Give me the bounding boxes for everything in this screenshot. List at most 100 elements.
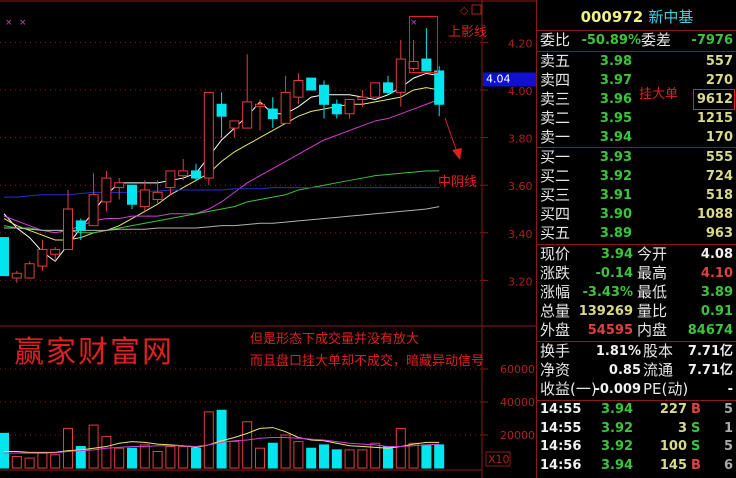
signal-marker-icon: × (5, 18, 13, 28)
volume-bar[interactable] (280, 434, 291, 469)
candle-body (319, 84, 329, 105)
weibi-value: -50.89% (581, 33, 641, 48)
ask-label: 卖二 (540, 109, 571, 127)
square-icon[interactable] (471, 4, 482, 15)
volume-bar[interactable] (114, 447, 125, 469)
ask-label: 卖三 (540, 90, 571, 108)
candle[interactable] (267, 97, 278, 129)
candle[interactable] (319, 80, 329, 119)
vol-tick-label: 40000 (500, 396, 535, 409)
volume-bar[interactable] (319, 444, 329, 469)
quote-value-2: 4.08 (700, 247, 733, 262)
volume-bar[interactable] (229, 441, 240, 469)
candle[interactable] (139, 180, 150, 212)
volume-bar[interactable] (203, 411, 214, 469)
candle[interactable] (306, 77, 317, 91)
bid-row: 买三 3.91 518 (537, 186, 736, 205)
volume-bar[interactable] (165, 446, 176, 469)
candle[interactable] (331, 99, 342, 119)
candle[interactable] (216, 92, 227, 138)
volume-bar[interactable] (75, 446, 86, 469)
candle-body (50, 248, 61, 255)
fund-label-2: 股本 (643, 342, 674, 360)
candle[interactable] (191, 163, 201, 181)
candle[interactable] (280, 75, 291, 124)
kline-chart[interactable]: 4.20 4.00 3.80 3.60 3.40 3.20 4.04 ◇ × × × 60000 400… (0, 0, 536, 478)
volume-bar[interactable] (63, 427, 73, 469)
quote-label-2: 今开 (637, 245, 668, 263)
volume-bar[interactable] (408, 442, 419, 469)
candle[interactable] (178, 159, 189, 181)
volume-bar[interactable] (216, 409, 227, 469)
volume-bar[interactable] (24, 457, 35, 469)
volume-bar[interactable] (306, 447, 317, 469)
candle[interactable] (75, 218, 86, 240)
candle[interactable] (101, 170, 112, 212)
candle[interactable] (229, 120, 240, 138)
volume-bar[interactable] (434, 444, 445, 469)
candle[interactable] (370, 82, 381, 98)
volume-bar[interactable] (139, 444, 150, 469)
volume-bar[interactable] (331, 449, 342, 469)
volume-bar[interactable] (0, 432, 9, 469)
volume-bar[interactable] (395, 427, 406, 469)
candle[interactable] (255, 99, 265, 131)
candle[interactable] (421, 28, 432, 72)
candle[interactable] (24, 261, 35, 279)
volume-bar[interactable] (178, 446, 189, 469)
bid-price: 3.93 (599, 150, 632, 165)
quote-label: 总量 (540, 302, 571, 320)
candle[interactable] (50, 247, 61, 262)
fund-row: 净资 0.85 流通 7.71亿 (537, 361, 736, 380)
candle-body (24, 263, 35, 279)
quote-value-2: 0.91 (700, 304, 733, 319)
annotation-box-upper-shadow (409, 16, 438, 73)
candle-body (37, 248, 48, 267)
candle[interactable] (152, 180, 163, 205)
stock-code: 000972 (580, 8, 644, 26)
volume-bar[interactable] (88, 424, 99, 469)
candle[interactable] (114, 178, 125, 200)
volume-bar[interactable] (344, 449, 355, 469)
volume-bar[interactable] (421, 444, 432, 469)
volume-bar[interactable] (383, 446, 393, 469)
volume-bar[interactable] (357, 449, 368, 469)
candle[interactable] (11, 270, 22, 283)
volume-bar[interactable] (267, 442, 278, 469)
candle[interactable] (344, 99, 355, 119)
trade-count: 5 (723, 402, 733, 417)
candle[interactable] (434, 66, 445, 117)
candle[interactable] (383, 75, 393, 95)
fund-label-2: 流通 (643, 361, 674, 379)
candle[interactable] (88, 173, 99, 227)
volume-bar[interactable] (152, 451, 163, 469)
candle[interactable] (63, 189, 73, 250)
candle-body (0, 237, 9, 277)
volume-bar[interactable] (101, 436, 112, 469)
candle[interactable] (37, 239, 48, 271)
volume-bar[interactable] (50, 454, 61, 469)
volume-bar[interactable] (127, 447, 137, 469)
candle-body (370, 82, 381, 98)
volume-bar[interactable] (370, 442, 381, 469)
candle[interactable] (242, 54, 253, 129)
candle[interactable] (127, 184, 137, 209)
trade-count: 1 (723, 420, 733, 436)
volume-bar[interactable] (293, 441, 304, 469)
volume-bar[interactable] (242, 421, 253, 469)
candle[interactable] (293, 73, 304, 105)
volume-bar[interactable] (37, 452, 48, 469)
volume-bar[interactable] (11, 455, 22, 469)
diamond-icon[interactable]: ◇ (460, 4, 469, 17)
unit-box (485, 451, 511, 467)
trade-volume: 145 (659, 457, 687, 473)
volume-bar[interactable] (255, 447, 265, 469)
candle-body (306, 77, 317, 91)
candle[interactable] (165, 170, 176, 195)
candle[interactable] (357, 90, 368, 107)
bid-volume: 555 (705, 150, 733, 165)
candle[interactable] (0, 237, 9, 277)
candle[interactable] (395, 40, 406, 107)
volume-bar[interactable] (191, 447, 201, 469)
candle[interactable] (203, 91, 214, 186)
